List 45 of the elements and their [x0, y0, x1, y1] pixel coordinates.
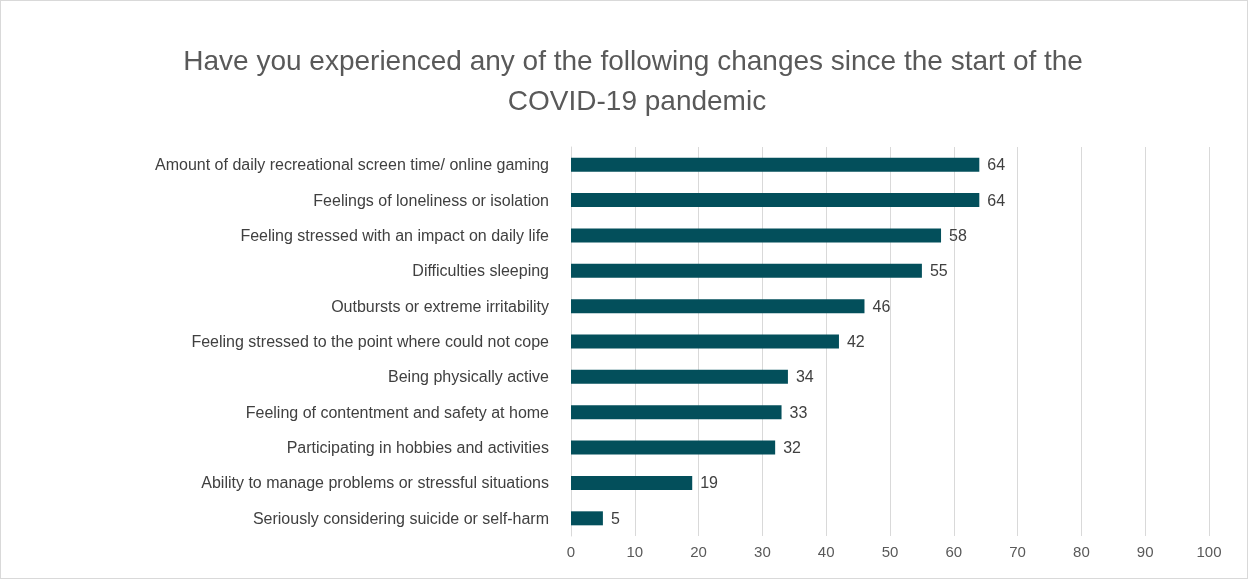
data-label: 5: [610, 509, 620, 527]
data-label: 64: [987, 156, 1006, 174]
data-label: 46: [872, 297, 891, 315]
data-label: 19: [700, 474, 719, 492]
bar: [571, 157, 980, 172]
x-tick-label: 20: [690, 543, 707, 560]
x-tick-label: 0: [566, 543, 576, 560]
x-tick-label: 40: [817, 543, 835, 560]
x-tick-label: 90: [1136, 543, 1154, 560]
data-label: 33: [789, 403, 808, 421]
x-tick-label: 60: [945, 543, 963, 560]
bar: [571, 193, 980, 208]
data-label: 64: [987, 191, 1006, 209]
y-tick-label: Feeling stressed with an impact on daily life: [240, 226, 550, 244]
y-tick-label: Feeling stressed to the point where could not cope: [191, 333, 550, 350]
bar: [571, 475, 693, 490]
bar: [571, 440, 776, 455]
y-tick-label: Being physically active: [388, 368, 550, 386]
y-tick-label: Seriously considering suicide or self-harm: [252, 509, 549, 527]
data-label: 58: [949, 226, 967, 244]
bar: [571, 334, 839, 349]
x-tick-label: 80: [1073, 543, 1090, 560]
data-label: 55: [929, 262, 948, 280]
y-tick-label: Outbursts or extreme irritability: [331, 297, 549, 315]
data-label: 34: [795, 368, 814, 386]
data-label: 32: [783, 439, 802, 457]
bar: [571, 228, 942, 243]
y-tick-label: Ability to manage problems or stressful situations: [201, 474, 549, 492]
bar: [571, 405, 782, 420]
bar: [571, 511, 603, 526]
y-tick-label: Amount of daily recreational screen time/ online gaming: [155, 156, 549, 174]
y-tick-label: Participating in hobbies and activities: [286, 439, 549, 457]
y-tick-label: Feelings of loneliness or isolation: [313, 191, 549, 209]
x-tick-label: 70: [1009, 543, 1026, 560]
y-tick-label: Difficulties sleeping: [412, 262, 549, 280]
x-tick-label: 30: [754, 543, 771, 560]
bar: [571, 299, 865, 314]
x-tick-label: 100: [1196, 543, 1222, 560]
x-tick-label: 50: [881, 543, 899, 560]
x-tick-label: 10: [626, 543, 644, 560]
chart-title: Have you experienced any of the following changes since the start of the COVID-19 pandemic: [183, 44, 1091, 116]
bar: [571, 263, 922, 278]
y-tick-label: Feeling of contentment and safety at home: [245, 403, 550, 421]
bar: [571, 369, 788, 384]
data-label: 42: [846, 333, 865, 350]
